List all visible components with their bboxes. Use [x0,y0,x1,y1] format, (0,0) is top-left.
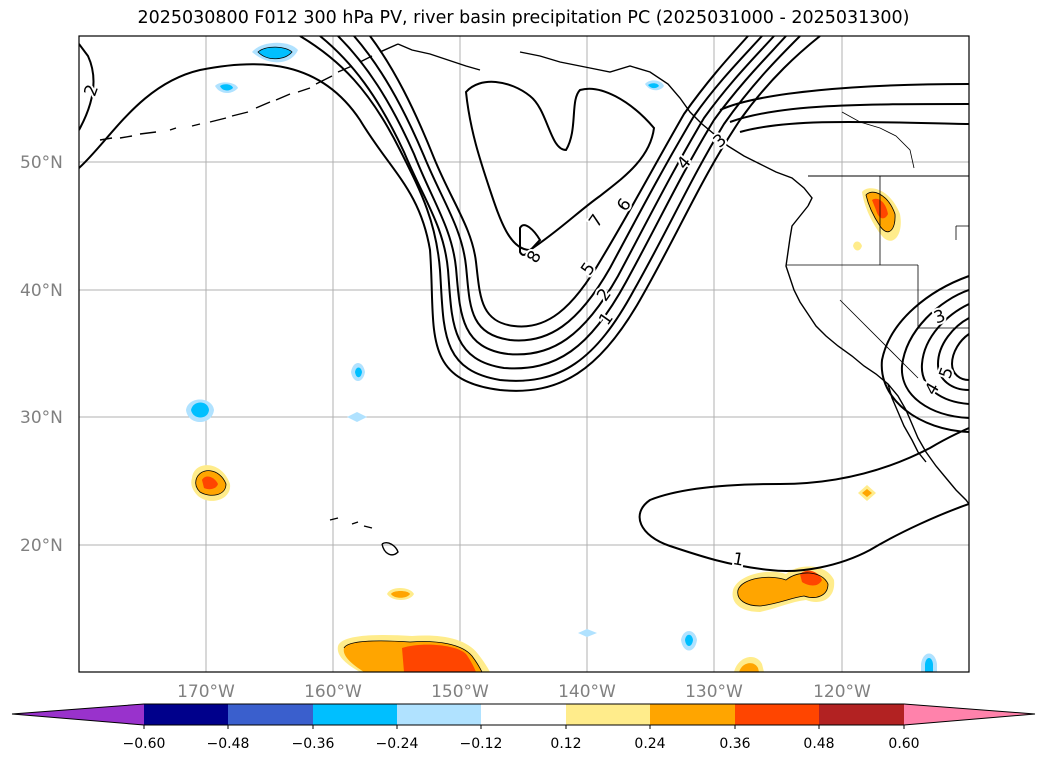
lon-label: 130°W [685,682,743,702]
colorbar-tick-label: −0.36 [292,736,335,752]
colorbar-tick-label: 0.48 [803,736,834,752]
precip-neg-area [578,629,597,637]
pv-contour [79,36,821,392]
map-frame [78,35,970,673]
hawaii-islands [329,517,399,556]
pv-contour [353,36,763,342]
colorbar-tick-label: 0.12 [550,736,581,752]
colorbar-segment [819,704,904,725]
bc-inland [841,111,915,169]
pv-contours [79,36,969,573]
pv-contour [729,103,969,123]
colorbar-tick-label: 0.36 [719,736,750,752]
precip-pos-area [853,241,862,251]
colorbar-segment [566,704,651,725]
west-coast [785,205,969,505]
lon-label: 140°W [558,682,616,702]
precip-neg-area [355,367,362,378]
colorbar-tick-label: −0.48 [207,736,250,752]
colorbar: −0.60 −0.48 −0.36 −0.24 −0.12 0.12 0.24 … [11,703,1036,752]
precip-neg-area [258,47,292,59]
pv-contour [464,80,656,252]
map-title: 2025030800 F012 300 hPa PV, river basin … [137,8,910,28]
pv-contour [337,36,775,356]
colorbar-segment [735,704,820,725]
pv-contour [719,83,969,111]
pv-contour [900,289,969,419]
alaska-coast [397,43,813,207]
pv-contour [880,275,969,433]
precip-fill [186,42,937,672]
precip-neg-area [191,402,209,418]
colorbar-segment [397,704,482,725]
precip-pos-area [402,644,476,672]
colorbar-tick-label: −0.60 [123,736,166,752]
pv-contour [920,303,969,405]
lon-label: 160°W [304,682,362,702]
precip-outlines [195,46,896,672]
colorbar-segment [144,704,229,725]
pv-contour [950,333,969,381]
colorbar-segment [650,704,735,725]
pv-contour [936,317,969,391]
pv-contour [319,36,787,370]
colorbar-extend-left [12,704,144,725]
pv-contour [739,120,969,133]
pv-contour [638,427,969,573]
precip-neg-area [220,84,233,91]
colorbar-tick-label: −0.12 [460,736,503,752]
colorbar-tick-label: −0.24 [376,736,419,752]
lon-label: 170°W [177,682,235,702]
precip-neg-area [347,412,367,422]
precip-pos-area [202,476,218,490]
colorbar-extend-right [904,704,1035,725]
colorbar-segment [228,704,313,725]
precip-pos-area [391,591,410,598]
precip-pos-area [862,489,872,497]
state-border [839,299,919,379]
colorbar-segment [313,704,398,725]
pv-contour [299,36,801,382]
lon-label: 150°W [431,682,489,702]
lat-label: 40°N [20,281,63,301]
pv-contour [79,43,95,131]
colorbar-tick-label: 0.60 [888,736,919,752]
lon-labels: 170°W 160°W 150°W 140°W 130°W 120°W [177,682,871,702]
lat-label: 50°N [20,153,63,173]
colorbar-segment [481,704,566,725]
pv-contour [369,36,749,328]
lon-label: 120°W [813,682,871,702]
precip-pos-area [739,663,759,672]
lat-label: 20°N [20,536,63,556]
precip-neg-area [648,83,659,89]
precip-neg-area [925,658,933,672]
lat-labels: 50°N 40°N 30°N 20°N [20,153,63,556]
precip-neg-area [685,634,693,646]
state-border [955,225,969,240]
colorbar-tick-label: 0.24 [634,736,665,752]
pv-contour [519,224,542,256]
lat-label: 30°N [20,408,63,428]
coastlines [99,43,969,556]
